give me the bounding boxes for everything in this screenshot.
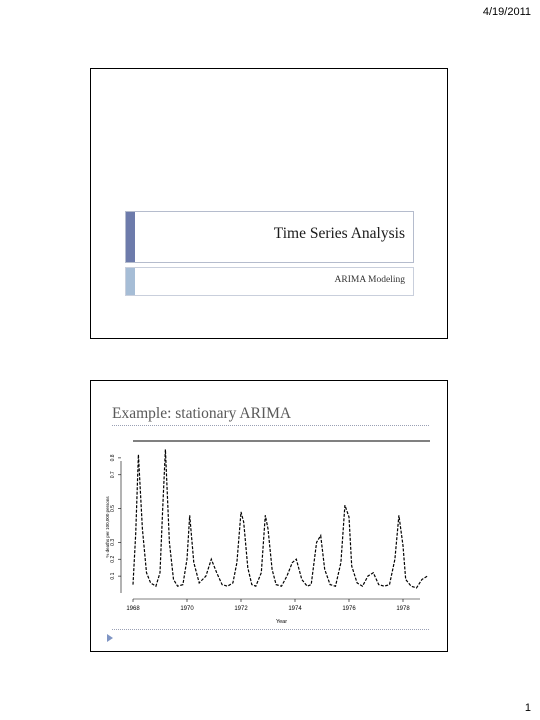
line-chart: 1968 1970 1972 1974 1976 1978 0.1 0.2 0.3 0.5 0.7 0… bbox=[105, 440, 430, 625]
footer-divider bbox=[112, 629, 429, 630]
y-tick-label: 0.8 bbox=[110, 454, 116, 461]
x-tick-label: 1970 bbox=[180, 606, 194, 612]
slide-2-title: Example: stationary ARIMA bbox=[112, 405, 292, 422]
subtitle-box: ARIMA Modeling bbox=[125, 267, 414, 296]
x-tick-label: 1976 bbox=[342, 606, 356, 612]
page-number: 1 bbox=[524, 702, 531, 714]
y-axis-label: % deaths per 100,000 persons bbox=[105, 496, 110, 558]
title-accent-bar bbox=[126, 212, 135, 262]
title-box: Time Series Analysis bbox=[125, 211, 414, 263]
subtitle-accent-bar bbox=[126, 268, 135, 295]
x-tick-label: 1978 bbox=[396, 606, 410, 612]
title-divider bbox=[112, 425, 429, 426]
header-date: 4/19/2011 bbox=[482, 6, 531, 18]
x-axis-label: Year bbox=[276, 619, 287, 625]
play-icon bbox=[107, 634, 113, 642]
y-tick-label: 0.5 bbox=[110, 505, 116, 512]
y-tick-label: 0.7 bbox=[110, 471, 116, 478]
x-tick-label: 1968 bbox=[126, 606, 140, 612]
series-line-0 bbox=[132, 449, 428, 589]
y-tick-label: 0.2 bbox=[110, 556, 116, 563]
y-tick-label: 0.1 bbox=[110, 572, 116, 579]
x-tick-label: 1974 bbox=[288, 606, 302, 612]
y-tick-label: 0.3 bbox=[110, 539, 116, 546]
slide-1-thumbnail: Time Series Analysis ARIMA Modeling bbox=[90, 68, 448, 339]
slide-title: Time Series Analysis bbox=[273, 225, 405, 242]
slide-subtitle: ARIMA Modeling bbox=[334, 275, 405, 285]
x-tick-label: 1972 bbox=[234, 606, 248, 612]
slide-2-thumbnail: Example: stationary ARIMA 1968 1970 1972 19… bbox=[90, 380, 448, 652]
